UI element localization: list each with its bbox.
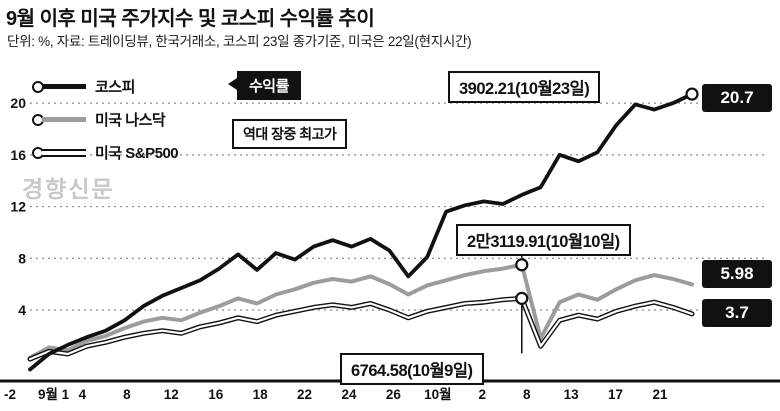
chart-subtitle: 단위: %, 자료: 트레이딩뷰, 한국거래소, 코스피 23일 종가기준, 미… [7, 34, 472, 49]
svg-text:24: 24 [341, 387, 357, 402]
svg-text:8: 8 [123, 387, 131, 402]
sp500-line-icon [32, 146, 86, 159]
legend-label: 미국 S&P500 [95, 145, 179, 162]
nasdaq-line-icon [32, 113, 86, 126]
kospi-peak-callout: 3902.21(10월23일) [448, 71, 601, 103]
nasdaq-series-line [28, 262, 694, 360]
svg-text:16: 16 [208, 387, 224, 402]
svg-text:2: 2 [479, 387, 487, 402]
svg-text:16: 16 [10, 147, 26, 163]
svg-text:22: 22 [297, 387, 312, 402]
svg-text:12: 12 [164, 387, 179, 402]
svg-text:4: 4 [79, 387, 87, 402]
kospi-end-value: 20.7 [702, 84, 772, 112]
svg-text:13: 13 [564, 387, 580, 402]
nasdaq-end-value: 5.98 [702, 260, 772, 288]
annotation-markers [515, 87, 699, 354]
svg-text:20: 20 [10, 95, 26, 111]
sp500-series-outline [27, 295, 695, 362]
legend-item-sp500: 미국 S&P500 [32, 142, 179, 163]
svg-text:21: 21 [652, 387, 668, 402]
return-rate-badge: 수익률 [228, 71, 301, 100]
legend-item-nasdaq: 미국 나스닥 [32, 109, 166, 130]
page-title: 9월 이후 미국 주가지수 및 코스피 수익률 추이 [6, 8, 375, 30]
svg-text:10월: 10월 [424, 386, 451, 402]
kospi-line-icon [32, 80, 86, 93]
svg-text:8: 8 [18, 250, 26, 266]
sp500-series-core [28, 297, 694, 361]
svg-text:12: 12 [10, 199, 26, 215]
svg-text:18: 18 [253, 387, 269, 402]
legend-item-kospi: 코스피 [32, 76, 135, 97]
nasdaq-peak-callout: 2만3119.91(10월10일) [456, 224, 631, 256]
x-axis-labels: 9월 1 4 8 12 16 18 22 24 26 10월 2 8 13 17 21 -2 [4, 386, 668, 402]
sp500-end-value: 3.7 [702, 299, 772, 327]
svg-text:26: 26 [386, 387, 402, 402]
svg-text:9월 1: 9월 1 [38, 386, 70, 402]
legend-label: 코스피 [95, 79, 135, 96]
legend-label: 미국 나스닥 [95, 112, 166, 129]
svg-text:8: 8 [523, 387, 531, 402]
svg-text:17: 17 [608, 387, 623, 402]
sp500-peak-callout: 6764.58(10월9일) [340, 353, 484, 385]
gridlines: 20 16 12 8 4 [10, 95, 768, 318]
record-high-badge: 역대 장중 최고가 [232, 119, 348, 149]
kospi-series-line [28, 92, 694, 372]
svg-text:4: 4 [18, 302, 26, 318]
watermark: 경향신문 [22, 176, 115, 202]
svg-text:-2: -2 [4, 387, 16, 402]
